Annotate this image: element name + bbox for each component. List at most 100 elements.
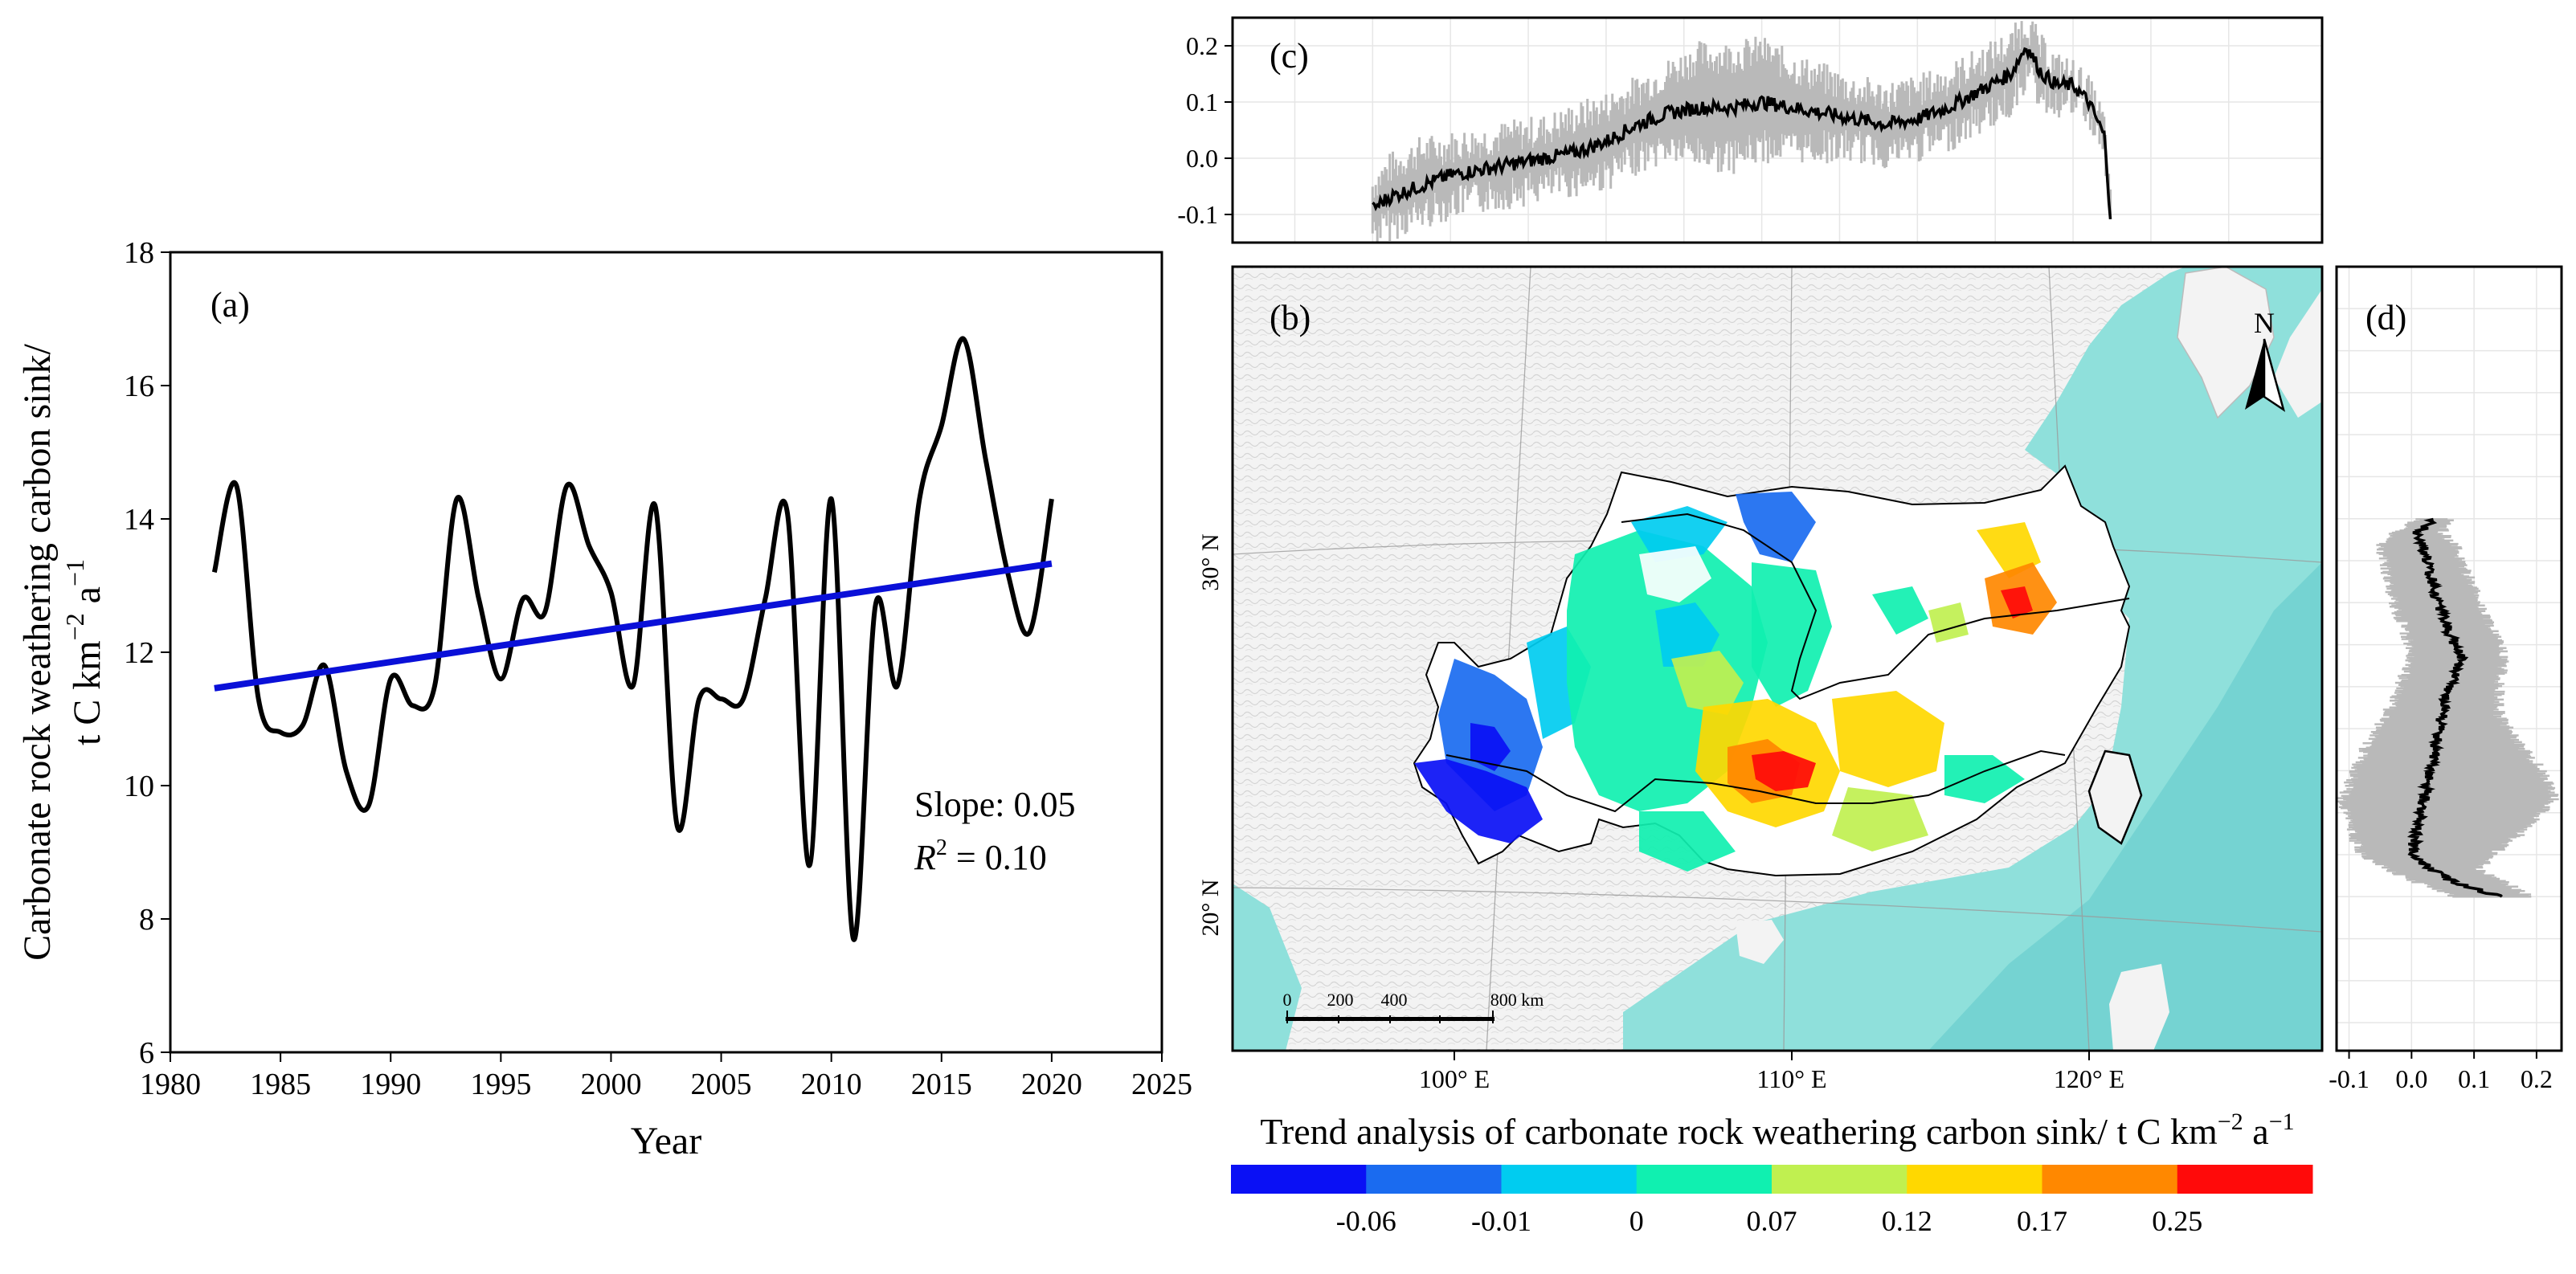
c-y-tick-label: -0.1 [1177, 200, 1218, 229]
colorbar-label: -0.06 [1336, 1205, 1396, 1237]
colorbar-title-a: a [2243, 1111, 2269, 1152]
panel-d-label: (d) [2365, 298, 2406, 337]
trend-blob [1944, 755, 2025, 803]
colorbar-swatch [1231, 1165, 1367, 1194]
panel-a-label: (a) [211, 285, 250, 325]
colorbar: Trend analysis of carbonate rock weather… [1231, 1109, 2313, 1237]
d-x-tick-label: 0.0 [2395, 1064, 2427, 1093]
colorbar-swatch [1907, 1165, 2042, 1194]
colorbar-swatch [1772, 1165, 1907, 1194]
colorbar-swatch [1636, 1165, 1773, 1194]
x-tick-label: 2015 [911, 1068, 972, 1101]
y-axis-exp1: −2 [60, 613, 89, 640]
colorbar-label: 0.07 [1747, 1205, 1797, 1237]
y-tick-label: 10 [124, 770, 154, 803]
scale-label-0: 0 [1283, 990, 1292, 1010]
x-tick-label: 2010 [801, 1068, 862, 1101]
y-tick-label: 8 [139, 903, 154, 937]
panel-c-label: (c) [1270, 36, 1309, 76]
c-mean-line [1372, 47, 2112, 220]
carbon-sink-line [211, 336, 1054, 942]
trend-blob [1977, 522, 2041, 578]
y-tick-label: 18 [124, 236, 154, 270]
colorbar-label: 0.17 [2017, 1205, 2067, 1237]
panel-d-frame [2335, 265, 2563, 1052]
y-tick-label: 6 [139, 1036, 154, 1070]
colorbar-label: 0.25 [2152, 1205, 2202, 1237]
d-x-tick-label: 0.2 [2521, 1064, 2553, 1093]
panel-c: 0.2 0.1 0.0 -0.1 (c) [1177, 16, 2324, 244]
colorbar-title-exp2: −1 [2269, 1109, 2295, 1135]
y-axis-label-line2: t C km−2 a−1 [60, 559, 108, 745]
r2-symbol: R [914, 838, 936, 877]
x-tick-label: 2000 [580, 1068, 641, 1101]
map-hainan [1736, 920, 1784, 964]
map-philippines [2109, 964, 2169, 1051]
c-spread-band [1371, 21, 2112, 243]
x-tick-label: 2005 [691, 1068, 752, 1101]
panel-d: -0.1 0.0 0.1 0.2 (d) [2329, 265, 2563, 1093]
trend-blob-gap [1639, 546, 1711, 602]
panel-b: N 0 200 400 800 km [1233, 267, 2322, 1051]
y-tick-label: 12 [124, 636, 154, 670]
panel-b-label: (b) [1270, 298, 1310, 337]
colorbar-label: 0.12 [1882, 1205, 1932, 1237]
c-y-tick-label: 0.0 [1186, 144, 1218, 173]
colorbar-swatch [2042, 1165, 2178, 1194]
x-tick-label: 1980 [140, 1068, 201, 1101]
trend-blob [1639, 811, 1736, 872]
y-axis-unit: t C km [66, 640, 108, 745]
scale-label-200: 200 [1327, 990, 1354, 1010]
colorbar-label: 0 [1629, 1205, 1644, 1237]
scale-label-400: 400 [1381, 990, 1408, 1010]
map-deep-sea [1928, 562, 2322, 1051]
y-axis-exp2: −1 [60, 559, 89, 586]
x-tick-label: 2020 [1021, 1068, 1082, 1101]
lon-tick-110: 110° E [1756, 1064, 1826, 1093]
colorbar-swatch [2177, 1165, 2313, 1194]
slope-annotation: Slope: 0.05 [914, 785, 1075, 824]
lat-tick-30: 30° N [1197, 533, 1224, 590]
trend-blob [2001, 586, 2033, 619]
scale-label-800: 800 km [1490, 990, 1544, 1010]
trend-blob-gap [1840, 514, 1977, 570]
d-x-tick-label: -0.1 [2329, 1064, 2370, 1093]
trend-blob [1872, 586, 1928, 635]
x-axis-label: Year [631, 1120, 701, 1162]
trend-blob [1928, 602, 1969, 643]
trend-blob [1414, 759, 1543, 843]
y-tick-label: 14 [124, 503, 154, 537]
y-axis-unit-a: a [66, 586, 108, 613]
trend-blobs [1414, 492, 2057, 872]
colorbar-swatch [1501, 1165, 1638, 1194]
north-arrow: N [2245, 307, 2286, 412]
panel-b-frame [1231, 265, 2324, 1052]
colorbar-title-main: Trend analysis of carbonate rock weather… [1260, 1111, 2218, 1152]
basin-boundaries [1445, 512, 2130, 813]
c-y-tick-label: 0.1 [1186, 88, 1218, 116]
panel-a: 1980 1985 1990 1995 2000 2005 2010 2015 2020 2025… [16, 236, 1192, 1162]
colorbar-title-exp1: −2 [2218, 1109, 2243, 1135]
x-tick-label: 2025 [1131, 1068, 1192, 1101]
y-axis-label-line1: Carbonate rock weathering carbon sink/ [16, 343, 59, 960]
colorbar-swatch [1366, 1165, 1502, 1194]
r2-exponent: 2 [936, 835, 947, 860]
trend-blob [1752, 562, 1832, 707]
colorbar-title: Trend analysis of carbonate rock weather… [1260, 1109, 2294, 1152]
y-tick-label: 16 [124, 370, 154, 403]
lon-tick-100: 100° E [1419, 1064, 1490, 1093]
r2-value: = 0.10 [947, 838, 1047, 877]
panel-c-frame [1231, 16, 2324, 244]
north-label: N [2254, 307, 2275, 339]
lat-tick-20: 20° N [1197, 879, 1224, 936]
x-tick-label: 1995 [470, 1068, 531, 1101]
trend-blob [1752, 751, 1816, 791]
trend-blob [1671, 651, 1744, 715]
r2-annotation: R2 = 0.10 [914, 835, 1047, 877]
trend-line [214, 560, 1053, 692]
map-korea [2177, 267, 2275, 419]
map-taiwan [2087, 749, 2143, 845]
x-tick-label: 1990 [360, 1068, 421, 1101]
colorbar-label: -0.01 [1471, 1205, 1531, 1237]
